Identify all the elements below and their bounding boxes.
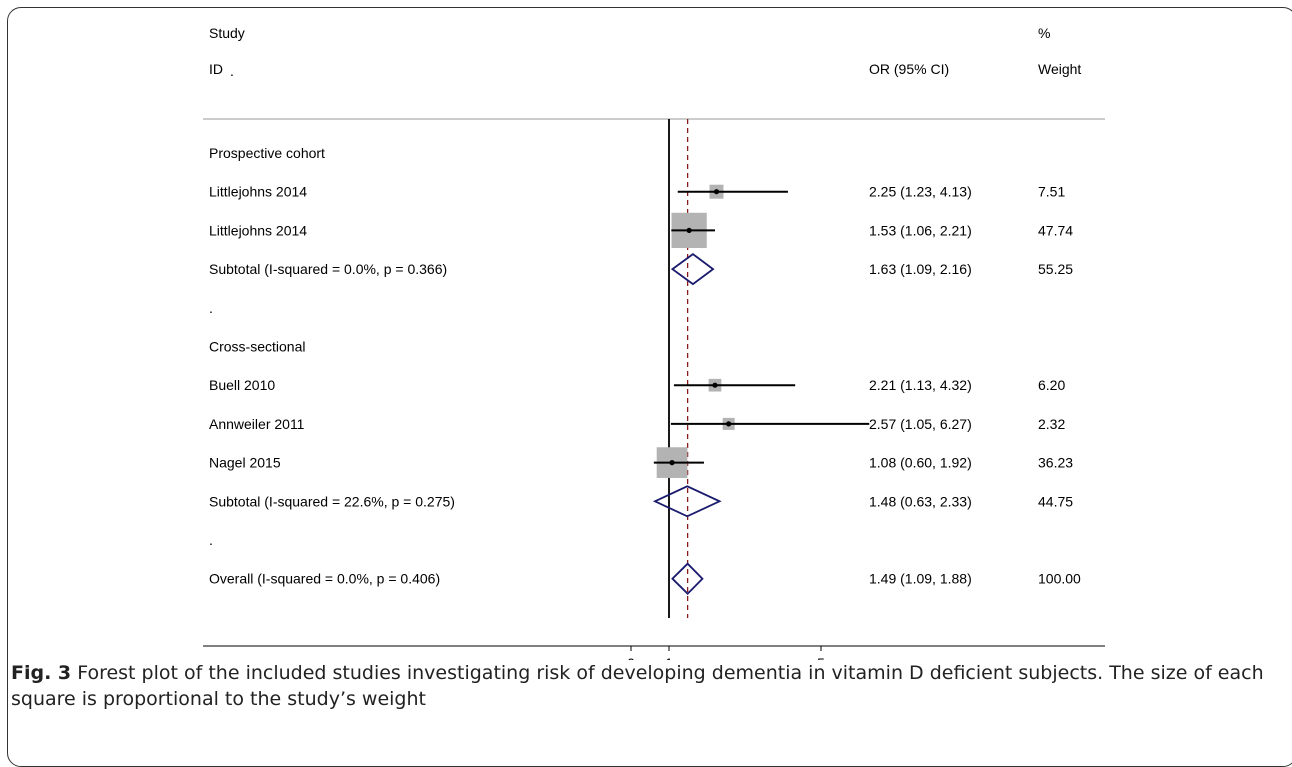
row-label: . [209,300,213,316]
row-or-ci: 2.57 (1.05, 6.27) [869,416,972,432]
study-point [686,227,692,233]
forest-plot: Study ID. OR (95% CI)% Weight Prospective co… [203,25,1105,660]
header-id: ID [209,61,223,77]
study-point [713,189,720,195]
row-or-ci: 2.21 (1.13, 4.32) [869,377,972,393]
x-axis-tick-label: 5 [817,655,825,660]
pooled-diamond [671,562,704,595]
row-or-ci: 2.25 (1.23, 4.13) [869,184,972,200]
row-or-ci: 1.48 (0.63, 2.33) [869,493,972,509]
figure-label: Fig. 3 [11,662,72,684]
row-label: Subtotal (I-squared = 0.0%, p = 0.366) [209,261,447,277]
header-weight: Weight [1038,61,1081,77]
row-weight: 7.51 [1038,184,1065,200]
row-label: Buell 2010 [209,377,275,393]
row-or-ci: 1.63 (1.09, 2.16) [869,261,972,277]
figure-caption: Fig. 3 Forest plot of the included studi… [11,660,1281,712]
header-study: Study [209,25,245,41]
row-or-ci: 1.49 (1.09, 1.88) [869,571,972,587]
row-label: Annweiler 2011 [209,416,305,432]
study-point [712,382,718,388]
row-or-ci: 1.08 (0.60, 1.92) [869,455,972,471]
row-label: Overall (I-squared = 0.0%, p = 0.406) [209,571,440,587]
row-weight: 36.23 [1038,455,1073,471]
study-point [726,421,732,427]
study-point [669,460,675,466]
header-ci: OR (95% CI) [869,61,949,77]
header-weight-pct: % [1038,25,1050,41]
caption-text: Forest plot of the included studies inve… [11,662,1264,710]
row-weight: 2.32 [1038,416,1065,432]
pooled-diamond [670,252,715,286]
row-label: Littlejohns 2014 [209,184,307,200]
pooled-diamond [652,485,722,518]
row-label: Subtotal (I-squared = 22.6%, p = 0.275) [209,493,455,509]
x-axis-tick-label: 1 [665,655,673,660]
row-label: . [209,532,213,548]
x-axis-tick-label: 0 [627,655,635,660]
row-label: Prospective cohort [209,145,325,161]
row-label: Nagel 2015 [209,455,281,471]
header-dot: . [230,63,234,79]
row-label: Cross-sectional [209,339,305,355]
row-weight: 100.00 [1038,571,1081,587]
row-weight: 44.75 [1038,493,1073,509]
row-weight: 55.25 [1038,261,1073,277]
row-weight: 6.20 [1038,377,1065,393]
row-or-ci: 1.53 (1.06, 2.21) [869,222,972,238]
row-label: Littlejohns 2014 [209,222,307,238]
row-weight: 47.74 [1038,222,1073,238]
